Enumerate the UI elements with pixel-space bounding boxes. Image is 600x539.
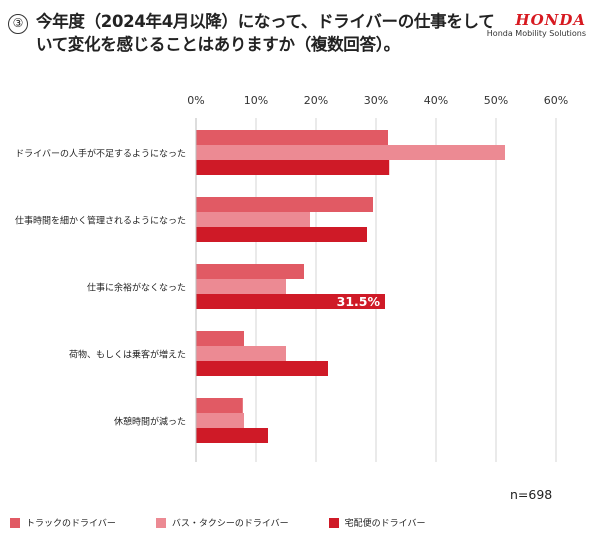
bar bbox=[196, 130, 388, 145]
bar bbox=[196, 398, 243, 413]
category-label: 休憩時間が減った bbox=[114, 416, 186, 428]
bar bbox=[196, 294, 385, 309]
x-tick-label: 30% bbox=[364, 94, 388, 107]
bar bbox=[196, 212, 310, 227]
bar bbox=[196, 227, 367, 242]
x-tick-label: 10% bbox=[244, 94, 268, 107]
bar bbox=[196, 145, 505, 160]
brand-subtitle: Honda Mobility Solutions bbox=[486, 29, 586, 38]
legend-item: バス・タクシーのドライバー bbox=[155, 516, 289, 529]
brand-name: HONDA bbox=[515, 11, 586, 29]
bar bbox=[196, 361, 328, 376]
legend-label: 宅配便のドライバー bbox=[344, 519, 426, 529]
chart-title: 今年度（2024年4月以降）になって、ドライバーの仕事をしていて変化を感じること… bbox=[36, 12, 495, 54]
bar bbox=[196, 428, 268, 443]
data-label: 31.5% bbox=[337, 294, 381, 309]
bar bbox=[196, 160, 390, 175]
category-label: 仕事時間を細かく管理されるようになった bbox=[15, 215, 186, 227]
bar bbox=[196, 264, 304, 279]
bar-chart: 0% 10% 20% 30% 40% 50% 60%ドライバーの人手が不足するようになった仕… bbox=[15, 94, 568, 462]
bar bbox=[196, 413, 244, 428]
bar bbox=[196, 279, 286, 294]
x-tick-label: 40% bbox=[424, 94, 448, 107]
category-label: 荷物、もしくは乗客が増えた bbox=[69, 349, 186, 361]
bar bbox=[196, 197, 373, 212]
legend-swatch bbox=[155, 517, 166, 528]
legend-item: 宅配便のドライバー bbox=[328, 516, 426, 529]
brand-logo: HONDA Honda Mobility Solutions bbox=[487, 12, 586, 39]
legend-swatch bbox=[10, 517, 20, 528]
title-number: ③ bbox=[8, 14, 28, 34]
x-tick-label: 50% bbox=[484, 94, 508, 107]
x-tick-label: 0% bbox=[187, 94, 204, 107]
bar bbox=[196, 346, 286, 361]
x-tick-label: 20% bbox=[304, 94, 328, 107]
legend-label: バス・タクシーのドライバー bbox=[171, 519, 289, 529]
category-label: ドライバーの人手が不足するようになった bbox=[15, 148, 186, 160]
x-tick-label: 60% bbox=[544, 94, 568, 107]
bar bbox=[196, 331, 244, 346]
sample-size: n=698 bbox=[510, 487, 553, 502]
category-label: 仕事に余裕がなくなった bbox=[87, 282, 186, 294]
legend-item: トラックのドライバー bbox=[10, 516, 116, 529]
legend-label: トラックのドライバー bbox=[26, 519, 116, 529]
legend-swatch bbox=[328, 517, 339, 528]
legend: トラックのドライバー バス・タクシーのドライバー 宅配便のドライバー bbox=[10, 516, 425, 529]
